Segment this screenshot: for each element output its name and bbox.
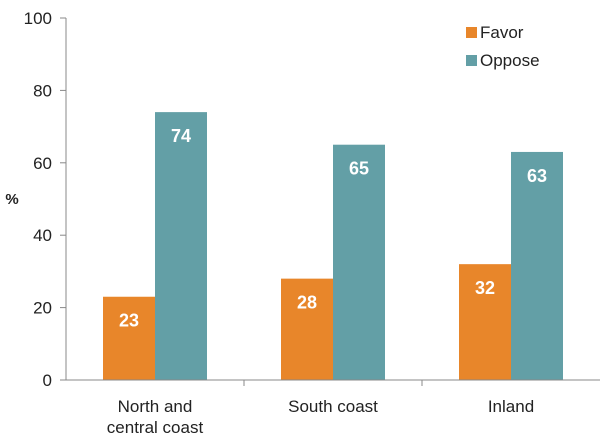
category-label: central coast bbox=[107, 418, 204, 437]
y-tick-label: 20 bbox=[33, 299, 52, 318]
category-label: North and bbox=[118, 397, 193, 416]
category-label: South coast bbox=[288, 397, 378, 416]
bar-oppose bbox=[333, 144, 385, 380]
y-axis: 0 20 40 60 80 100 bbox=[24, 9, 67, 390]
bar-value-label: 28 bbox=[297, 293, 317, 313]
legend-label-favor: Favor bbox=[480, 23, 524, 42]
bar-favor bbox=[103, 296, 155, 380]
y-tick-label: 100 bbox=[24, 9, 52, 28]
category-label: Inland bbox=[488, 397, 534, 416]
y-tick-label: 40 bbox=[33, 226, 52, 245]
bar-value-label: 65 bbox=[349, 159, 369, 179]
bar-oppose bbox=[511, 151, 563, 380]
legend: Favor Oppose bbox=[466, 23, 540, 70]
bar-value-label: 63 bbox=[527, 166, 547, 186]
bar-value-label: 23 bbox=[119, 311, 139, 331]
legend-label-oppose: Oppose bbox=[480, 51, 540, 70]
bar-favor bbox=[459, 264, 511, 380]
y-tick-label: 0 bbox=[43, 371, 52, 390]
bar-value-label: 32 bbox=[475, 278, 495, 298]
x-axis: North and central coast South coast Inland bbox=[66, 379, 600, 437]
y-tick-label: 80 bbox=[33, 81, 52, 100]
bars: 23 74 28 65 32 63 bbox=[103, 112, 563, 381]
bar-oppose bbox=[155, 112, 207, 381]
legend-swatch-oppose bbox=[466, 55, 477, 66]
legend-swatch-favor bbox=[466, 27, 477, 38]
y-axis-label: % bbox=[5, 191, 18, 208]
bar-favor bbox=[281, 278, 333, 380]
y-tick-label: 60 bbox=[33, 154, 52, 173]
bar-value-label: 74 bbox=[171, 126, 191, 146]
